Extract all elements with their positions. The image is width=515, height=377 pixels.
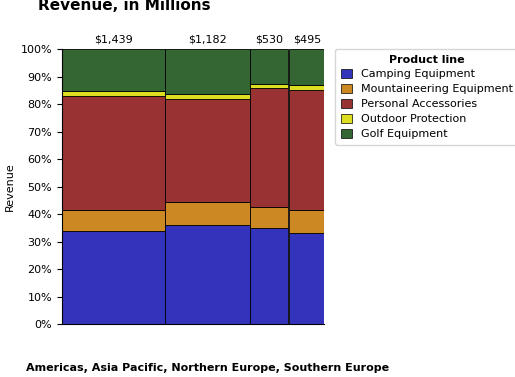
Bar — [165, 225, 250, 324]
Bar — [62, 231, 164, 324]
Bar — [289, 210, 324, 233]
Text: $530: $530 — [255, 35, 283, 45]
Bar — [165, 98, 250, 202]
Bar — [165, 202, 250, 225]
Bar — [250, 49, 288, 84]
Bar — [62, 49, 164, 91]
Bar — [250, 207, 288, 228]
Bar — [250, 88, 288, 207]
Bar — [289, 233, 324, 324]
Text: Americas, Asia Pacific, Northern Europe, Southern Europe: Americas, Asia Pacific, Northern Europe,… — [26, 363, 389, 373]
Legend: Camping Equipment, Mountaineering Equipment, Personal Accessories, Outdoor Prote: Camping Equipment, Mountaineering Equipm… — [335, 49, 515, 144]
Bar — [289, 49, 324, 85]
Bar — [289, 85, 324, 90]
Bar — [62, 96, 164, 210]
Bar — [165, 49, 250, 94]
Text: $495: $495 — [293, 35, 321, 45]
Text: $1,439: $1,439 — [94, 35, 132, 45]
Bar — [165, 94, 250, 98]
Bar — [62, 210, 164, 231]
Text: $1,182: $1,182 — [188, 35, 227, 45]
Bar — [62, 91, 164, 96]
Bar — [250, 228, 288, 324]
Y-axis label: Revenue: Revenue — [5, 162, 15, 211]
Bar — [250, 84, 288, 88]
Text: Revenue, in Millions: Revenue, in Millions — [38, 0, 211, 13]
Bar — [289, 90, 324, 210]
